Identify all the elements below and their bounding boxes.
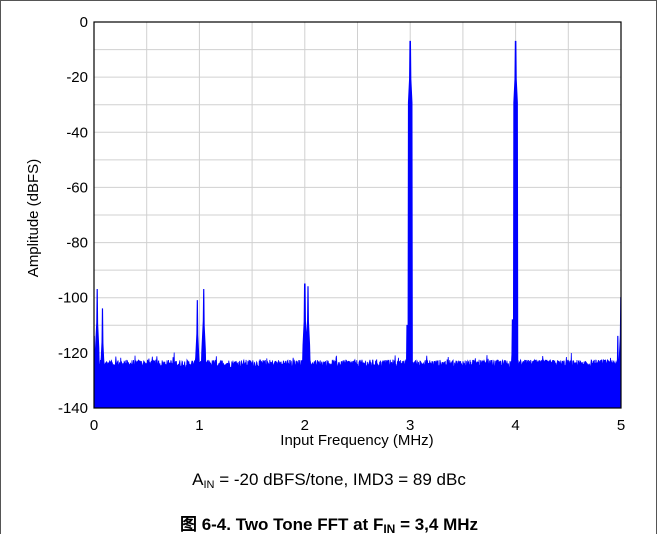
x-tick-label: 4 [511,417,519,434]
y-tick-label: 0 [80,14,88,31]
grid [93,21,622,409]
figure-title-text: = 3,4 MHz [395,515,479,534]
test-conditions: AIN = -20 dBFS/tone, IMD3 = 89 dBc [0,470,658,491]
y-axis-label: Amplitude (dBFS) [25,159,42,277]
x-tick-label: 1 [195,417,203,434]
figure-title-prefix: 图 6-4. Two Tone FFT at F [179,515,384,534]
y-tick-label: -120 [58,345,88,362]
y-tick-label: -100 [58,290,88,307]
x-tick-label: 3 [406,417,414,434]
conditions-subscript: IN [203,479,215,491]
y-tick-label: -80 [66,235,88,252]
tick-labels: 0 1 2 3 4 5 0 -20 -40 -60 -80 -100 -120 -140 [58,14,625,434]
figure-title-subscript: IN [383,522,396,536]
y-tick-label: -140 [58,400,88,417]
x-tick-label: 5 [617,417,625,434]
y-tick-label: -40 [66,124,88,141]
conditions-text: = -20 dBFS/tone, IMD3 = 89 dBc [214,470,466,489]
x-axis-label: Input Frequency (MHz) [280,432,433,449]
figure-title: 图 6-4. Two Tone FFT at FIN = 3,4 MHz [0,510,658,535]
x-tick-label: 0 [90,417,98,434]
conditions-prefix: A [192,470,204,489]
fft-chart: 0 1 2 3 4 5 0 -20 -40 -60 -80 -100 -120 -140 Input Fr… [25,14,625,449]
x-tick-label: 2 [301,417,309,434]
spectrum-trace [93,40,622,409]
plot-border [93,21,622,409]
y-tick-label: -60 [66,179,88,196]
y-tick-label: -20 [66,69,88,86]
